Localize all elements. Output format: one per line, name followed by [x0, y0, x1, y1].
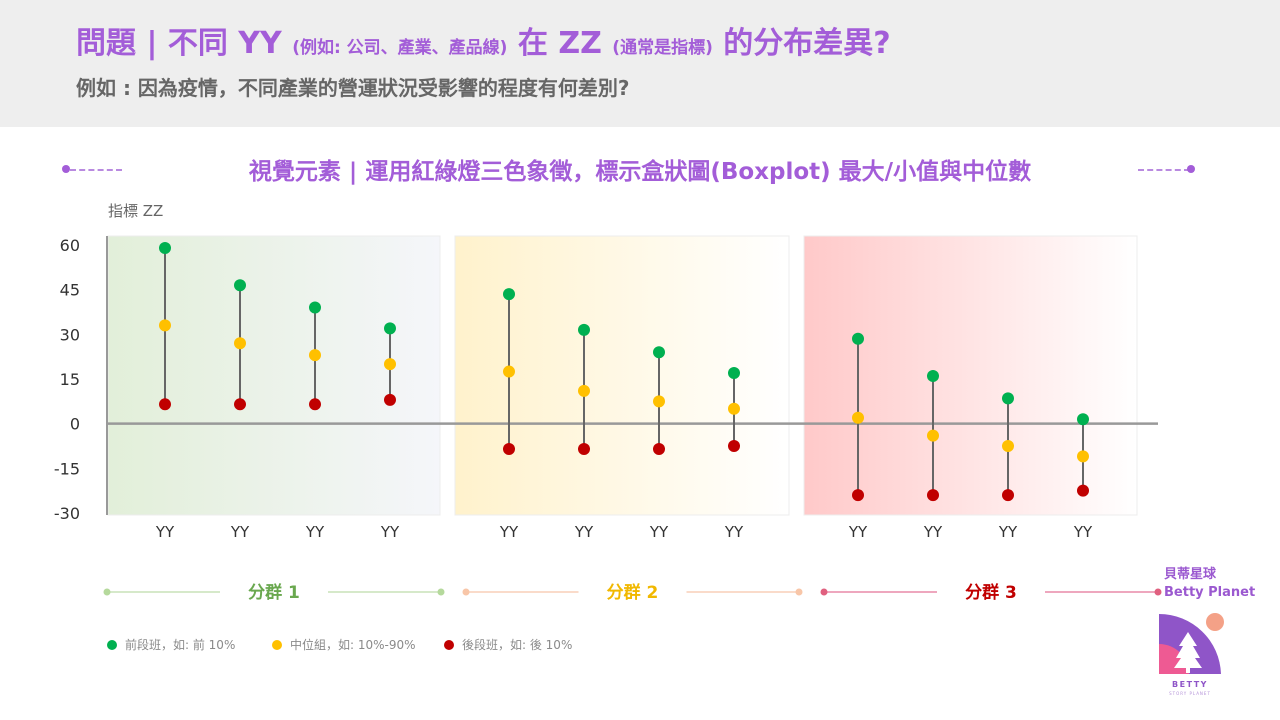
y-tick-label: 60 [60, 236, 80, 255]
group-rule-dot [103, 588, 111, 596]
min-point [159, 398, 171, 411]
x-tick-label: YY [305, 523, 325, 541]
y-tick-label: 30 [60, 325, 80, 344]
max-point [927, 370, 939, 383]
group-rule-dot [1154, 588, 1162, 596]
y-tick-label: 0 [70, 415, 80, 434]
legend-label-top: 前段班，如: 前 10% [125, 638, 236, 652]
median-point [159, 319, 171, 332]
visual-note: 視覺元素 | 運用紅綠燈三色象徵，標示盒狀圖(Boxplot) 最大/小值與中位… [248, 159, 1032, 185]
group-label: 分群 2 [607, 582, 659, 603]
group-rule-dot [820, 588, 828, 596]
x-tick-label: YY [380, 523, 400, 541]
max-point [578, 323, 590, 336]
legend-item-top: 前段班，如: 前 10% [107, 636, 235, 653]
logo-badge: BETTY STORY PLANET [1159, 613, 1224, 696]
median-point [927, 429, 939, 442]
group-panel [107, 235, 441, 516]
green-dot-icon [107, 640, 117, 650]
deco-line-right [1138, 169, 1190, 171]
logo-text: 貝蒂星球 Betty Planet [1164, 566, 1255, 602]
min-point [234, 398, 246, 411]
logo-sun-icon [1206, 613, 1224, 631]
group-panel [803, 235, 1138, 516]
min-point [728, 440, 740, 452]
page-subtitle: 例如 : 因為疫情，不同產業的營運狀況受影響的程度有何差別? [76, 76, 630, 100]
x-tick-label: YY [1073, 523, 1093, 541]
group-rule-dot [437, 588, 445, 596]
y-tick-label: -30 [54, 504, 80, 523]
x-tick-label: YY [649, 523, 669, 541]
min-point [852, 489, 864, 502]
max-point [384, 322, 396, 335]
median-point [653, 395, 665, 408]
group-rule-dot [795, 588, 803, 596]
logo-badge-bottom: STORY PLANET [1169, 691, 1211, 696]
red-dot-icon [444, 640, 454, 650]
yellow-dot-icon [272, 640, 282, 650]
header-banner: 問題 | 不同 YY (例如: 公司、產業、產品線) 在 ZZ (通常是指標) … [0, 0, 1280, 127]
max-point [1002, 392, 1014, 405]
min-point [927, 489, 939, 502]
deco-dot-left [62, 165, 70, 173]
median-point [728, 402, 740, 415]
y-tick-label: -15 [54, 459, 80, 478]
deco-line-left [70, 169, 122, 171]
group-label: 分群 3 [965, 582, 1017, 603]
x-tick-label: YY [998, 523, 1018, 541]
title-part-d: (通常是指標) [612, 38, 713, 58]
legend-item-middle: 中位組，如: 10%-90% [272, 636, 416, 653]
median-point [384, 358, 396, 371]
title-part-b: (例如: 公司、產業、產品線) [292, 38, 508, 58]
legend-item-bottom: 後段班，如: 後 10% [444, 636, 572, 653]
median-point [309, 349, 321, 362]
page-title: 問題 | 不同 YY (例如: 公司、產業、產品線) 在 ZZ (通常是指標) … [76, 18, 891, 62]
max-point [503, 288, 515, 301]
max-point [852, 332, 864, 345]
median-point [503, 365, 515, 378]
x-tick-label: YY [230, 523, 250, 541]
legend-label-middle: 中位組，如: 10%-90% [290, 638, 416, 652]
max-point [728, 367, 740, 380]
y-tick-label: 15 [60, 370, 80, 389]
median-point [578, 384, 590, 397]
y-axis-title: 指標 ZZ [108, 202, 163, 220]
deco-dot-right [1187, 165, 1195, 173]
group-label: 分群 1 [248, 582, 300, 603]
min-point [578, 442, 590, 455]
visual-note-row: 視覺元素 | 運用紅綠燈三色象徵，標示盒狀圖(Boxplot) 最大/小值與中位… [0, 148, 1280, 192]
x-tick-label: YY [724, 523, 744, 541]
logo-badge-top: BETTY [1172, 680, 1208, 689]
logo-tree-icon [1174, 632, 1202, 673]
group-rule-dot [462, 588, 470, 596]
median-point [1077, 450, 1089, 463]
median-point [1002, 440, 1014, 452]
logo-name-en: Betty Planet [1164, 585, 1256, 600]
min-point [653, 442, 665, 455]
max-point [653, 346, 665, 359]
title-part-c: 在 ZZ [507, 26, 613, 61]
x-tick-label: YY [848, 523, 868, 541]
x-tick-label: YY [499, 523, 519, 541]
title-part-a: 問題 | 不同 YY [76, 26, 293, 61]
min-point [309, 398, 321, 411]
median-point [234, 337, 246, 350]
y-tick-label: 45 [60, 281, 80, 300]
min-point [1077, 484, 1089, 497]
median-point [852, 411, 864, 424]
x-tick-label: YY [574, 523, 594, 541]
legend-label-bottom: 後段班，如: 後 10% [462, 638, 573, 652]
title-part-e: 的分布差異? [712, 26, 891, 61]
max-point [1077, 413, 1089, 426]
x-tick-label: YY [923, 523, 943, 541]
min-point [384, 393, 396, 406]
min-point [1002, 489, 1014, 502]
max-point [234, 279, 246, 292]
x-tick-label: YY [155, 523, 175, 541]
min-point [503, 442, 515, 455]
logo-name-zh: 貝蒂星球 [1164, 567, 1217, 582]
max-point [309, 301, 321, 314]
max-point [159, 241, 171, 254]
